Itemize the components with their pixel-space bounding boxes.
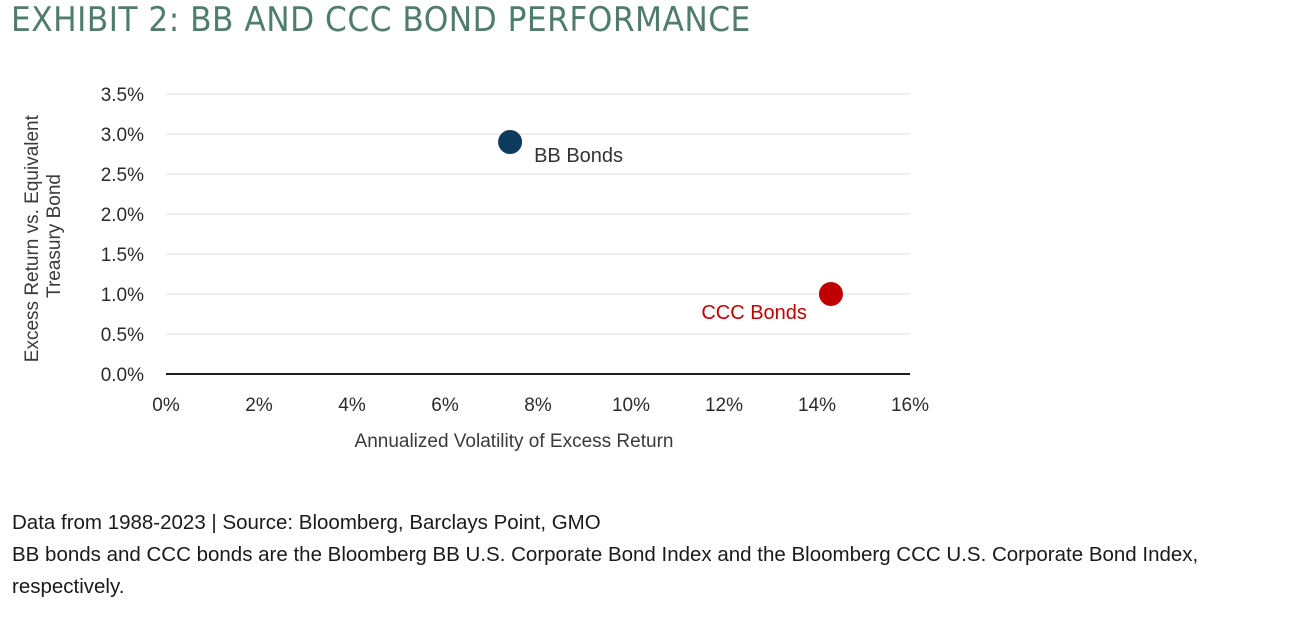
definition-note: BB bonds and CCC bonds are the Bloomberg… xyxy=(12,543,1199,598)
data-points: BB Bonds CCC Bonds xyxy=(498,130,843,324)
bb-bonds-label: BB Bonds xyxy=(534,145,623,167)
y-tick-label: 2.5% xyxy=(101,165,144,186)
x-tick-label: 8% xyxy=(524,395,552,416)
x-tick-label: 2% xyxy=(245,395,273,416)
y-tick-label: 2.0% xyxy=(101,205,144,226)
y-tick-label: 0.0% xyxy=(101,365,144,386)
x-tick-label: 14% xyxy=(798,395,836,416)
x-tick-label: 4% xyxy=(338,395,366,416)
y-tick-label: 1.0% xyxy=(101,285,144,306)
chart-footer: Data from 1988-2023 | Source: Bloomberg,… xyxy=(12,507,1292,603)
y-axis-title-line-1: Excess Return vs. Equivalent xyxy=(22,114,43,362)
y-axis-title-line-2: Treasury Bond xyxy=(44,174,65,298)
x-tick-label: 12% xyxy=(705,395,743,416)
ccc-bonds-label: CCC Bonds xyxy=(701,302,807,324)
exhibit-title: EXHIBIT 2: BB AND CCC BOND PERFORMANCE xyxy=(11,0,751,40)
x-tick-label: 10% xyxy=(612,395,650,416)
y-tick-label: 3.5% xyxy=(101,85,144,106)
grid-lines xyxy=(166,93,910,335)
x-tick-label: 6% xyxy=(431,395,459,416)
y-tick-label: 0.5% xyxy=(101,325,144,346)
x-axis-title: Annualized Volatility of Excess Return xyxy=(355,431,674,452)
source-note: Data from 1988-2023 | Source: Bloomberg,… xyxy=(12,511,601,534)
x-tick-label: 16% xyxy=(891,395,929,416)
y-axis-title: Excess Return vs. Equivalent Treasury Bo… xyxy=(22,110,65,362)
scatter-chart: 0.0% 0.5% 1.0% 1.5% 2.0% 2.5% 3.0% 3.5% 0% 2% 4% 6… xyxy=(22,85,929,452)
x-tick-labels: 0% 2% 4% 6% 8% 10% 12% 14% 16% xyxy=(152,395,929,416)
y-tick-labels: 0.0% 0.5% 1.0% 1.5% 2.0% 2.5% 3.0% 3.5% xyxy=(101,85,144,386)
x-tick-label: 0% xyxy=(152,395,180,416)
y-tick-label: 1.5% xyxy=(101,245,144,266)
y-tick-label: 3.0% xyxy=(101,125,144,146)
bb-bonds-point xyxy=(498,130,523,154)
ccc-bonds-point xyxy=(818,282,843,306)
